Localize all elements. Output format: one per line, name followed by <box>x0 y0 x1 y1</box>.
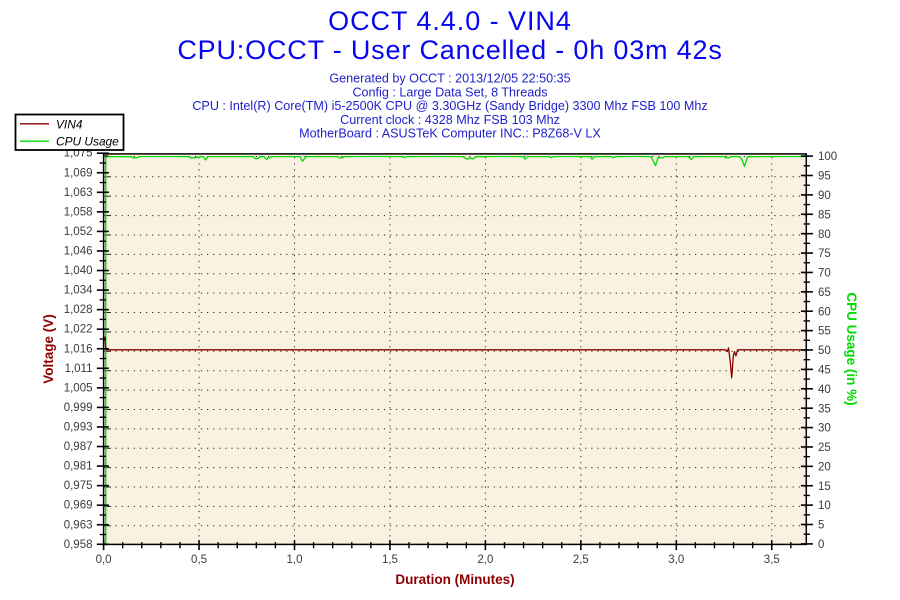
svg-text:3,5: 3,5 <box>764 554 780 566</box>
svg-text:Config : Large Data Set, 8 Thr: Config : Large Data Set, 8 Threads <box>352 85 547 99</box>
svg-text:VIN4: VIN4 <box>56 117 83 131</box>
svg-text:Duration (Minutes): Duration (Minutes) <box>395 572 514 587</box>
svg-text:CPU Usage: CPU Usage <box>56 135 119 149</box>
svg-text:30: 30 <box>818 423 831 435</box>
svg-text:MotherBoard : ASUSTeK Computer: MotherBoard : ASUSTeK Computer INC.: P8Z… <box>299 127 601 141</box>
svg-text:20: 20 <box>818 461 831 473</box>
svg-text:100: 100 <box>818 151 837 163</box>
svg-text:55: 55 <box>818 326 831 338</box>
svg-text:10: 10 <box>818 500 831 512</box>
svg-text:0,975: 0,975 <box>64 480 93 492</box>
svg-text:1,005: 1,005 <box>64 382 93 394</box>
svg-text:1,022: 1,022 <box>64 324 93 336</box>
svg-text:0,987: 0,987 <box>64 441 93 453</box>
svg-text:1,016: 1,016 <box>64 343 93 355</box>
svg-text:OCCT 4.4.0 - VIN4: OCCT 4.4.0 - VIN4 <box>328 6 572 36</box>
svg-text:35: 35 <box>818 403 831 415</box>
svg-text:1,011: 1,011 <box>65 363 93 375</box>
svg-text:1,063: 1,063 <box>64 187 93 199</box>
svg-text:0: 0 <box>818 539 824 551</box>
svg-text:1,046: 1,046 <box>64 245 93 257</box>
svg-text:Current clock : 4328 Mhz FSB 1: Current clock : 4328 Mhz FSB 103 Mhz <box>340 113 560 127</box>
svg-text:3,0: 3,0 <box>668 554 684 566</box>
svg-text:2,0: 2,0 <box>477 554 493 566</box>
svg-text:0,0: 0,0 <box>96 554 112 566</box>
svg-text:1,058: 1,058 <box>64 206 93 218</box>
svg-text:Generated by OCCT : 2013/12/05: Generated by OCCT : 2013/12/05 22:50:35 <box>329 72 570 86</box>
svg-text:1,052: 1,052 <box>64 226 93 238</box>
svg-text:85: 85 <box>818 209 831 221</box>
svg-text:1,040: 1,040 <box>64 265 93 277</box>
svg-text:0,969: 0,969 <box>64 500 93 512</box>
svg-text:70: 70 <box>818 268 831 280</box>
svg-text:0,958: 0,958 <box>64 539 93 551</box>
svg-text:CPU:OCCT - User Cancelled - 0h: CPU:OCCT - User Cancelled - 0h 03m 42s <box>177 35 722 65</box>
svg-text:0,5: 0,5 <box>191 554 207 566</box>
svg-text:CPU Usage (in %): CPU Usage (in %) <box>844 292 859 405</box>
svg-text:75: 75 <box>818 248 831 260</box>
svg-text:15: 15 <box>818 481 831 493</box>
svg-text:65: 65 <box>818 287 831 299</box>
svg-text:50: 50 <box>818 345 831 357</box>
svg-text:5: 5 <box>818 520 824 532</box>
svg-text:0,999: 0,999 <box>64 402 93 414</box>
svg-text:90: 90 <box>818 190 831 202</box>
svg-text:60: 60 <box>818 306 831 318</box>
svg-text:80: 80 <box>818 229 831 241</box>
svg-text:1,5: 1,5 <box>382 554 398 566</box>
svg-text:1,028: 1,028 <box>64 304 93 316</box>
svg-text:1,034: 1,034 <box>64 285 93 297</box>
svg-text:2,5: 2,5 <box>573 554 589 566</box>
svg-text:Voltage (V): Voltage (V) <box>41 314 56 384</box>
svg-text:1,069: 1,069 <box>64 167 93 179</box>
svg-text:0,963: 0,963 <box>64 519 93 531</box>
svg-text:95: 95 <box>818 171 831 183</box>
svg-text:40: 40 <box>818 384 831 396</box>
svg-text:1,0: 1,0 <box>287 554 303 566</box>
svg-text:0,993: 0,993 <box>64 421 93 433</box>
svg-text:25: 25 <box>818 442 831 454</box>
svg-text:0,981: 0,981 <box>64 461 93 473</box>
svg-text:45: 45 <box>818 364 831 376</box>
svg-text:CPU : Intel(R) Core(TM) i5-250: CPU : Intel(R) Core(TM) i5-2500K CPU @ 3… <box>192 99 707 113</box>
